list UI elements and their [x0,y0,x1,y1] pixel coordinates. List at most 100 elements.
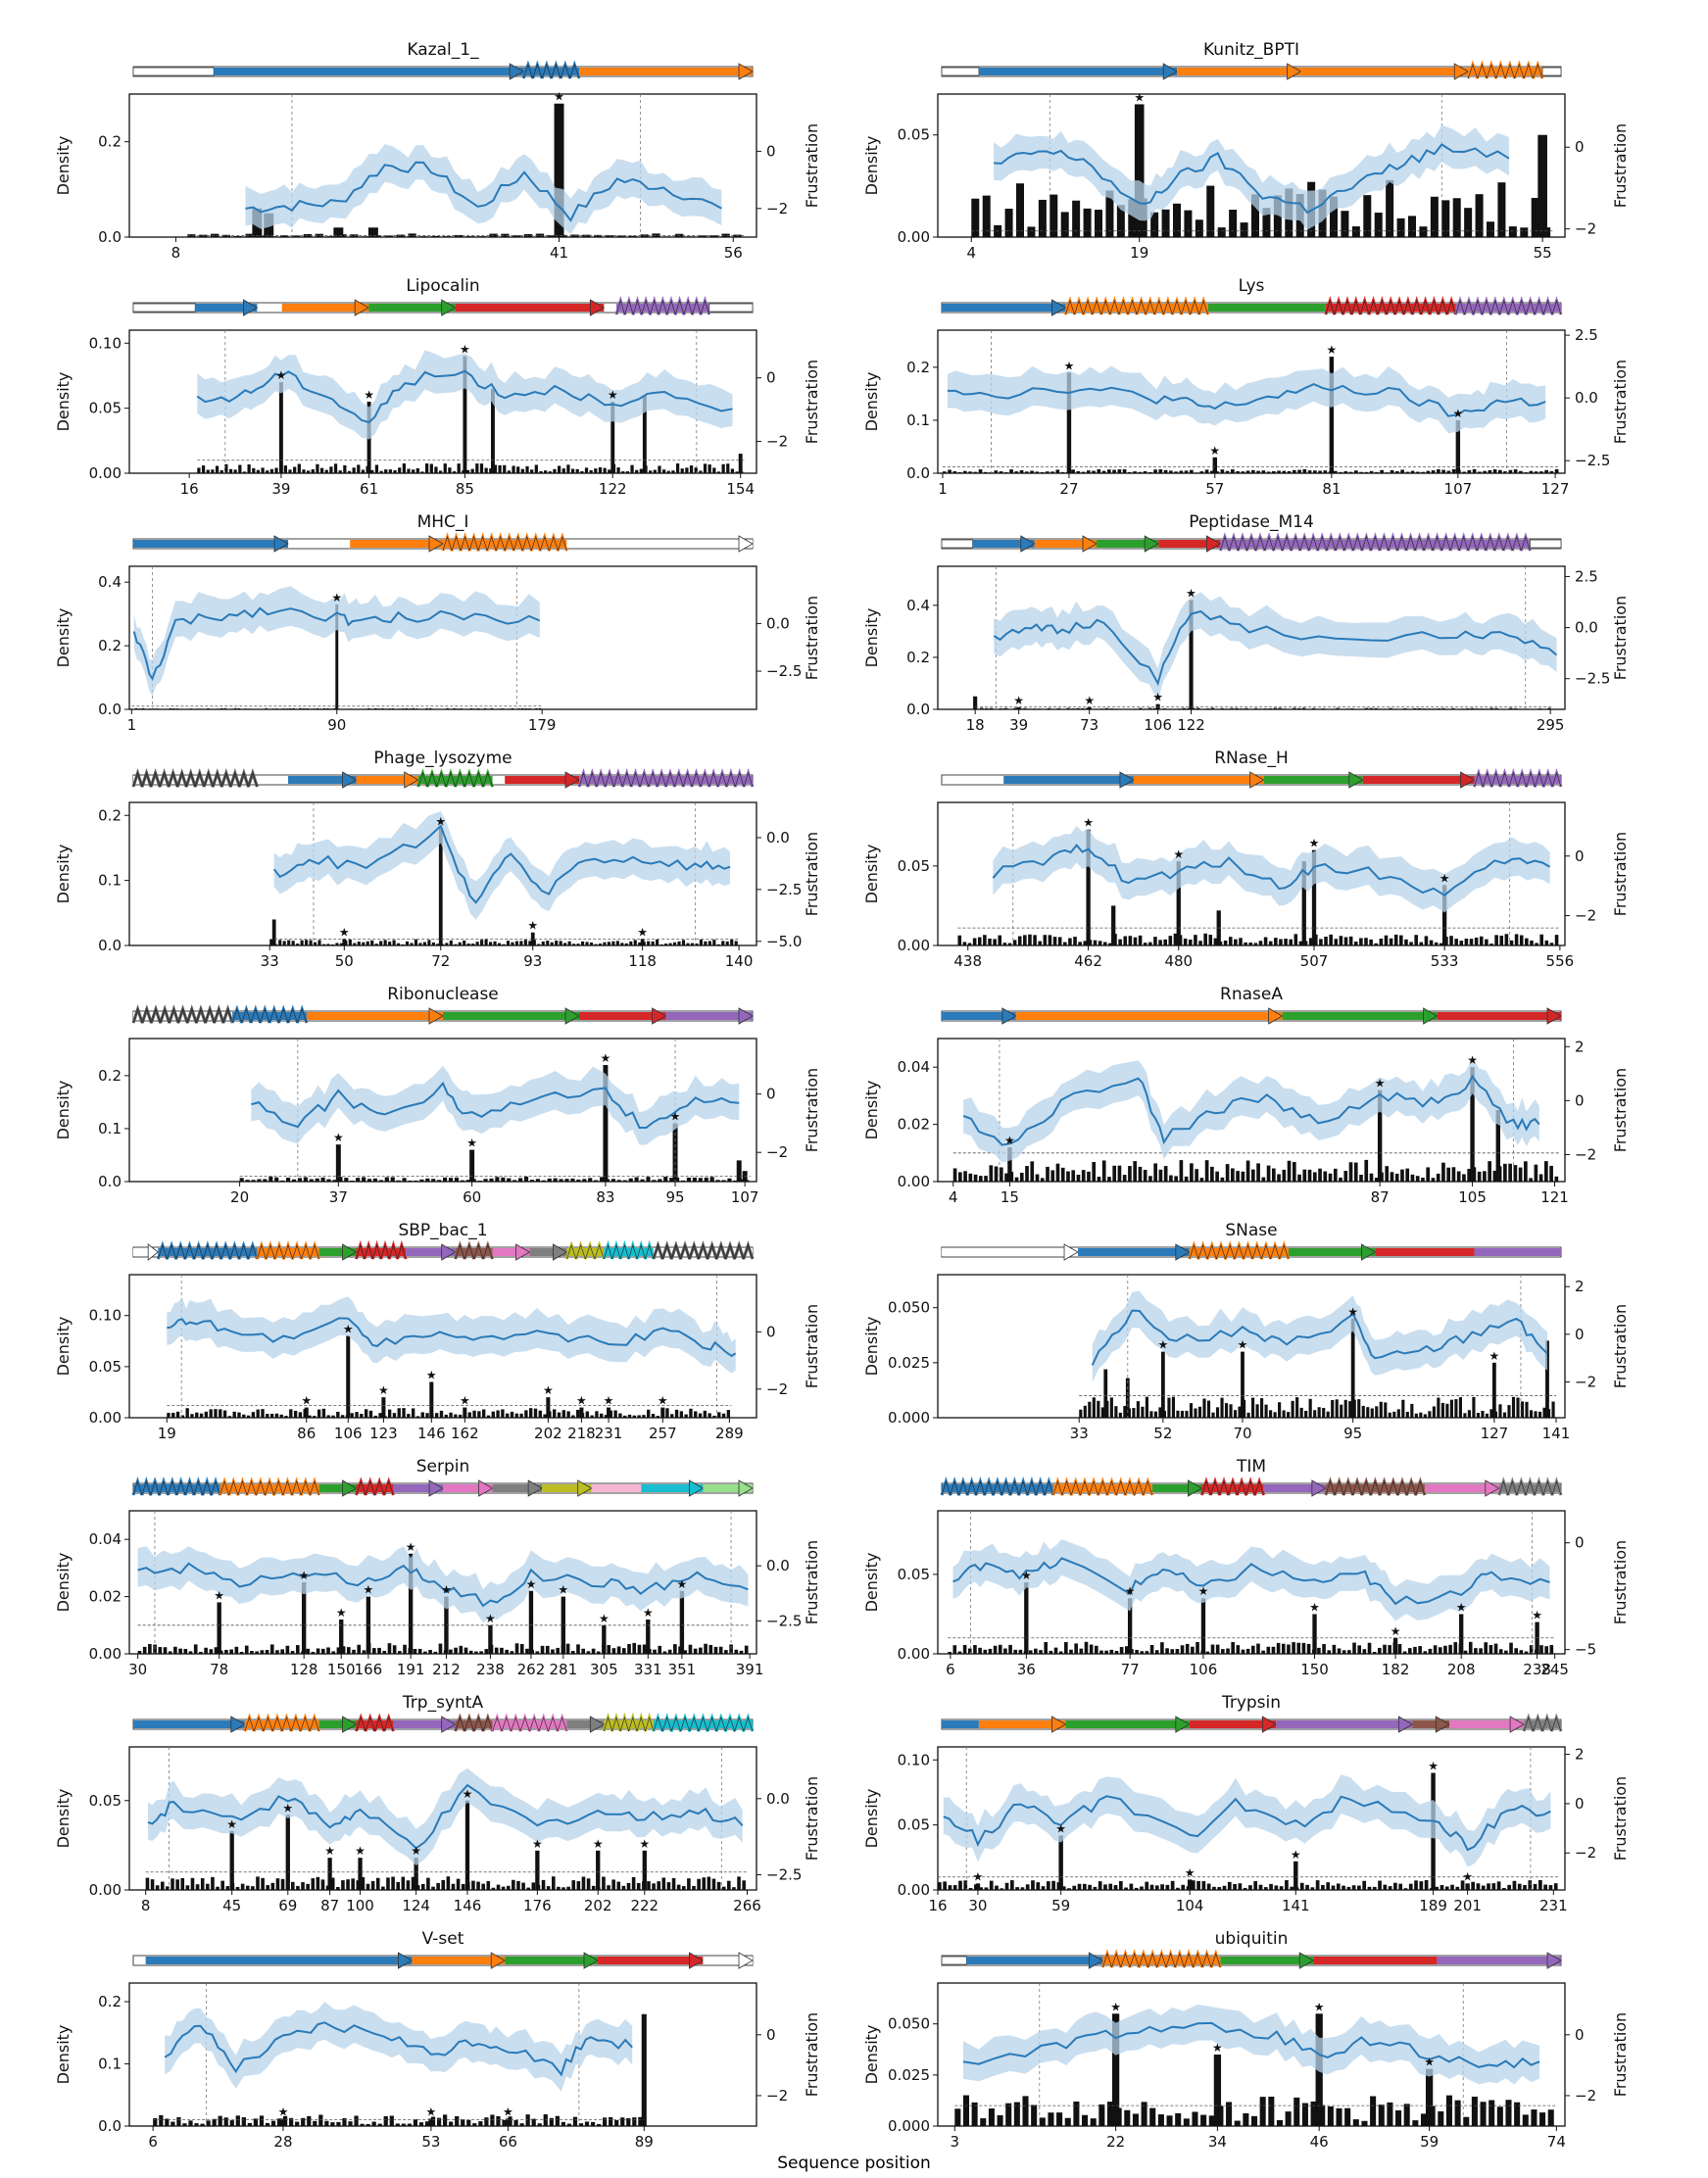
density-bar [547,1178,552,1182]
density-bar [1489,707,1493,709]
helix-outline [941,1479,1054,1496]
density-bar [1233,1410,1238,1418]
density-bar [1342,1885,1345,1890]
density-bar [378,1180,383,1182]
density-bar [739,1650,744,1654]
density-bar [1124,708,1128,709]
density-bar [1467,1169,1471,1182]
density-spike [444,1596,449,1654]
density-bar [525,1648,529,1654]
density-bar [506,941,511,945]
density-bar [512,1180,517,1182]
density-bar [320,1648,325,1654]
domain-segment [1189,1248,1289,1256]
density-bar [477,236,486,237]
frustration-tick-label: 0.0 [766,614,790,632]
density-bar [289,2117,294,2126]
density-bar [628,1178,633,1182]
density-bar [1081,1170,1086,1182]
density-bar [708,1413,711,1418]
density-bar [299,707,302,709]
density-bar [1374,943,1379,945]
density-bar [501,1409,505,1418]
frustration-star-marker: ★ [1055,1821,1066,1835]
density-bar [483,1179,488,1182]
domain-segment [306,1012,443,1020]
density-bar [661,1877,666,1890]
domain-segment [318,1484,357,1492]
density-bar [674,1409,679,1418]
domain-segment [1498,1484,1561,1492]
x-tick-label: 154 [726,480,755,498]
frustration-star-marker: ★ [526,1577,537,1591]
density-bar [1114,1406,1118,1418]
density-bar [1101,1160,1106,1182]
density-bar [1511,1396,1516,1418]
density-bar [460,1180,464,1182]
density-bar [663,236,672,237]
density-spike [642,395,647,473]
x-tick-label: 66 [499,2133,517,2151]
x-tick-label: 231 [1539,1897,1568,1914]
domain-segment [492,1248,530,1256]
density-bar [711,1878,716,1890]
density-bar [1307,1169,1312,1182]
density-bar [1238,1406,1242,1418]
density-bar [1534,471,1538,473]
density-bar [1056,1882,1061,1890]
density-bar [392,1645,397,1654]
density-bar [1127,471,1132,473]
density-bar [1149,1644,1154,1654]
density-bar [1337,1648,1342,1654]
y-tick-label: 0.04 [898,1058,930,1076]
density-bar [274,467,278,473]
domain-segment [579,68,753,75]
density-bar [459,1645,464,1654]
density-bar [1224,1403,1229,1418]
density-bar [1067,1888,1071,1890]
density-bar [954,2108,961,2126]
domain-segment [1524,1720,1561,1728]
density-spike [579,1407,584,1418]
density-bar [1537,1411,1542,1418]
domain-segment [350,540,443,548]
density-bar [446,1876,451,1890]
density-bar [1269,1883,1273,1890]
density-bar [1097,1177,1101,1182]
x-tick-label: 57 [1205,480,1224,498]
density-bar [402,1178,407,1182]
density-bar [1534,1411,1537,1418]
density-bar [1165,1884,1170,1890]
y-tick-label: 0.00 [898,937,930,954]
frustration-axis-label: Frustration [1611,123,1630,208]
density-bar [1331,708,1335,709]
x-tick-label: 150 [327,1661,356,1678]
density-bar [326,944,330,945]
x-tick-label: 86 [297,1425,316,1442]
density-bar [525,465,529,473]
density-bar [1544,1161,1548,1182]
density-bar [563,943,567,945]
density-bar [1076,1175,1081,1182]
density-bar [553,468,557,473]
helix-outline [220,1480,319,1496]
density-bar [708,464,711,473]
density-spike [301,1582,307,1654]
density-bar [707,1876,711,1890]
density-bar [666,1882,671,1890]
density-bar [1379,708,1383,709]
density-bar [537,2123,542,2126]
density-bar [222,1410,227,1418]
helix-outline [1201,1480,1264,1496]
density-bar [1504,1650,1508,1654]
density-bar [366,1883,370,1890]
density-bar [1400,469,1404,473]
density-bar [1251,2115,1258,2126]
density-bar [1529,1178,1533,1182]
density-bar [938,1882,942,1890]
density-bar [280,1878,285,1890]
y-tick-label: 0.05 [89,1358,122,1376]
density-bar [638,2116,643,2126]
density-bar [1361,1405,1365,1418]
y-axis-label: Density [862,1789,881,1849]
